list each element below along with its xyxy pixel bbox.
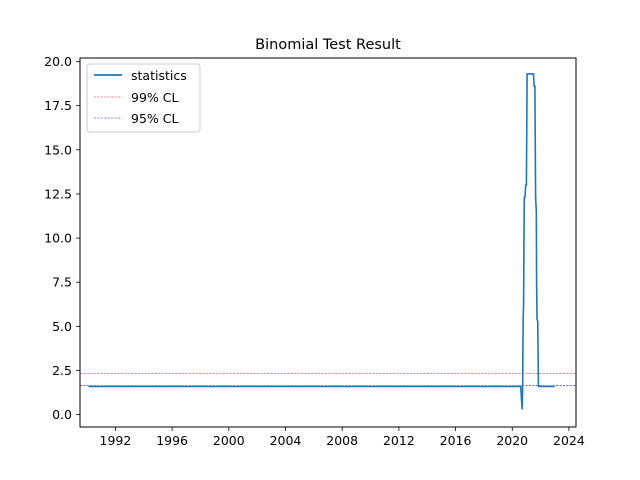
y-tick-label: 5.0 bbox=[52, 319, 72, 334]
x-tick-label: 2020 bbox=[496, 433, 528, 448]
axes-frame bbox=[79, 57, 577, 428]
axis-ticks: 1992 1996 2000 2004 2008 2012 2016 2020 2024 0.0 2… bbox=[44, 54, 585, 448]
x-tick-label: 2024 bbox=[553, 433, 585, 448]
y-tick-label: 7.5 bbox=[52, 275, 72, 290]
x-tick-label: 2000 bbox=[213, 433, 245, 448]
y-tick-label: 17.5 bbox=[44, 98, 72, 113]
y-tick-label: 10.0 bbox=[44, 231, 72, 246]
legend-label-99cl: 99% CL bbox=[131, 90, 178, 105]
legend-box bbox=[86, 63, 201, 133]
legend-label-95cl: 95% CL bbox=[131, 111, 178, 126]
x-tick-label: 2004 bbox=[270, 433, 302, 448]
y-tick-label: 20.0 bbox=[44, 54, 72, 69]
y-tick-label: 15.0 bbox=[44, 142, 72, 157]
plot-area bbox=[80, 73, 576, 410]
x-tick-label: 2016 bbox=[440, 433, 472, 448]
y-tick-label: 0.0 bbox=[52, 407, 72, 422]
x-tick-label: 1996 bbox=[156, 433, 188, 448]
chart-title: Binomial Test Result bbox=[255, 37, 401, 53]
legend: statistics 99% CL 95% CL bbox=[86, 63, 201, 133]
y-tick-label: 12.5 bbox=[44, 186, 72, 201]
series-line-statistics bbox=[88, 73, 555, 410]
y-tick-label: 2.5 bbox=[52, 363, 72, 378]
x-tick-label: 2008 bbox=[326, 433, 358, 448]
x-tick-label: 1992 bbox=[100, 433, 132, 448]
x-tick-label: 2012 bbox=[383, 433, 415, 448]
legend-label-statistics: statistics bbox=[131, 68, 187, 83]
